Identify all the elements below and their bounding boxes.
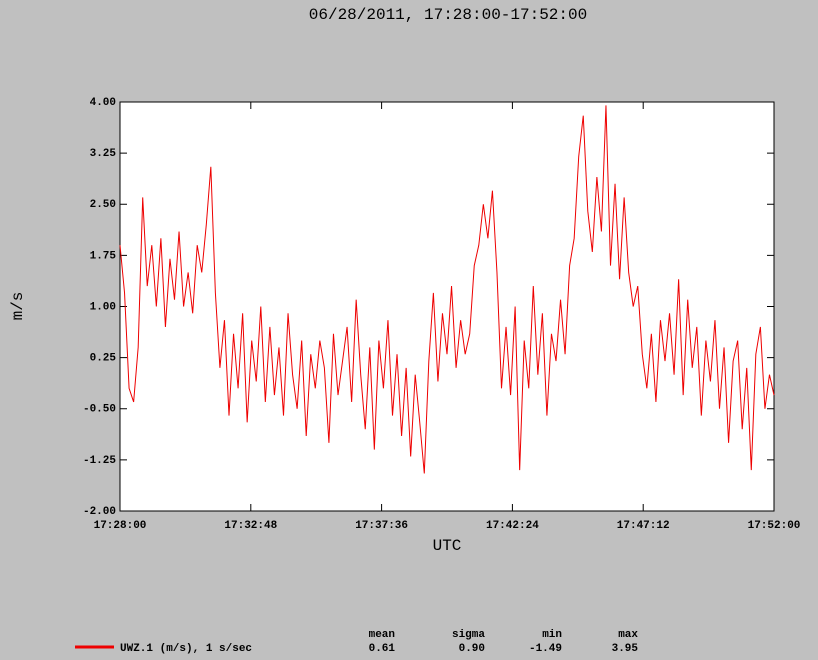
stat-header: max — [618, 629, 638, 641]
stat-value: 0.90 — [459, 643, 485, 655]
stat-value: -1.49 — [529, 643, 562, 655]
y-tick-label: 0.25 — [90, 353, 117, 365]
y-tick-label: -0.50 — [83, 404, 116, 416]
x-tick-label: 17:52:00 — [748, 520, 801, 532]
data-line — [119, 105, 775, 474]
y-axis-label: m/s — [9, 292, 27, 321]
y-tick-label: 1.00 — [90, 301, 116, 313]
stat-header: min — [542, 629, 562, 641]
plot-area — [119, 101, 775, 512]
y-tick-label: -2.00 — [83, 506, 116, 518]
x-axis-label: UTC — [433, 537, 462, 555]
stat-value: 3.95 — [612, 643, 639, 655]
y-tick-label: 2.50 — [90, 199, 116, 211]
x-tick-label: 17:47:12 — [617, 520, 670, 532]
y-tick-label: 1.75 — [90, 250, 117, 262]
x-tick-label: 17:28:00 — [94, 520, 147, 532]
x-tick-label: 17:32:48 — [224, 520, 277, 532]
legend-label: UWZ.1 (m/s), 1 s/sec — [120, 643, 252, 655]
stat-header: sigma — [452, 629, 485, 641]
x-tick-label: 17:42:24 — [486, 520, 539, 532]
stat-value: 0.61 — [369, 643, 396, 655]
y-tick-label: -1.25 — [83, 455, 116, 467]
stat-header: mean — [369, 629, 395, 641]
x-tick-label: 17:37:36 — [355, 520, 408, 532]
y-tick-label: 4.00 — [90, 97, 116, 109]
y-tick-label: 3.25 — [90, 148, 117, 160]
chart-title: 06/28/2011, 17:28:00-17:52:00 — [309, 6, 587, 24]
